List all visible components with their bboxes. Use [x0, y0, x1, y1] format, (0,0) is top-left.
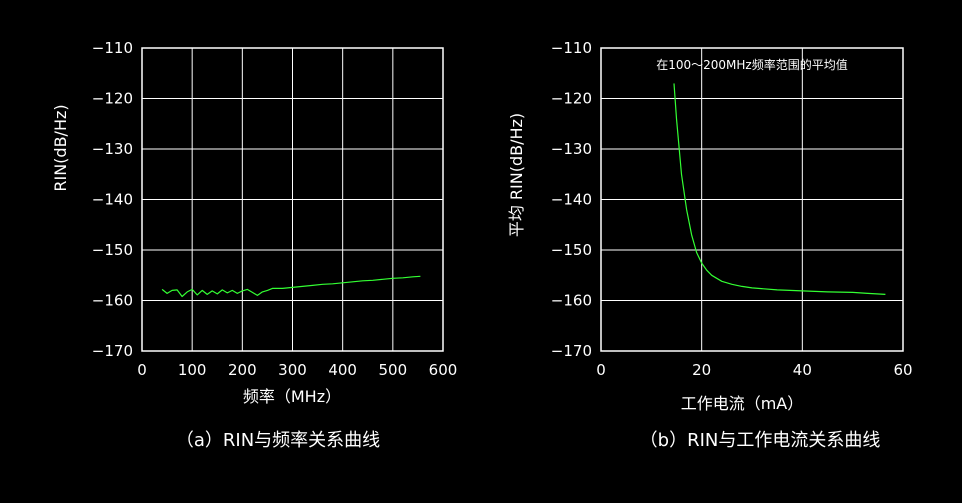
a-series-line: [161, 275, 421, 298]
chart-a-rin-vs-frequency: −110 −120 −130 −140 −150 −160 −170 0 100 200 300 4…: [51, 39, 457, 451]
a-plot-border: [141, 47, 444, 352]
b-ytick-label: −120: [551, 90, 592, 108]
b-xtick-label: 0: [596, 361, 606, 379]
a-ytick-label: −160: [92, 292, 133, 310]
b-series-line: [673, 83, 886, 295]
a-xtick-label: 200: [228, 361, 257, 379]
chart-b-grid: [601, 48, 903, 351]
a-xtick-label: 0: [137, 361, 147, 379]
a-ytick-label: −130: [92, 140, 133, 158]
b-ytick-label: −110: [551, 39, 592, 57]
chart-a-y-axis-label: RIN(dB/Hz): [51, 104, 70, 191]
chart-a-y-ticks: −110 −120 −130 −140 −150 −160 −170: [92, 39, 133, 360]
a-xtick-label: 500: [379, 361, 408, 379]
chart-a-x-ticks: 0 100 200 300 400 500 600: [137, 361, 457, 379]
b-xtick-label: 40: [793, 361, 812, 379]
a-xtick-label: 300: [278, 361, 307, 379]
chart-b-series: [673, 83, 886, 295]
chart-b-y-axis-label: 平均 RIN(dB/Hz): [507, 113, 526, 237]
a-xtick-label: 100: [178, 361, 207, 379]
chart-a-grid: [142, 48, 443, 351]
b-plot-border: [600, 47, 904, 352]
b-xtick-label: 60: [893, 361, 912, 379]
b-ytick-label: −140: [551, 191, 592, 209]
a-xtick-label: 400: [328, 361, 357, 379]
a-ytick-label: −170: [92, 342, 133, 360]
chart-b-caption: （b）RIN与工作电流关系曲线: [640, 430, 881, 451]
chart-b-x-ticks: 0 20 40 60: [596, 361, 912, 379]
b-ytick-label: −150: [551, 241, 592, 259]
chart-a-series: [161, 275, 421, 298]
a-ytick-label: −120: [92, 90, 133, 108]
chart-a-caption: （a）RIN与频率关系曲线: [176, 430, 380, 451]
b-ytick-label: −160: [551, 292, 592, 310]
chart-b-frame: [600, 47, 904, 352]
chart-b-y-ticks: −110 −120 −130 −140 −150 −160 −170: [551, 39, 592, 360]
chart-b-annotation: 在100～200MHz频率范围的平均值: [656, 57, 848, 72]
chart-b-x-axis-label: 工作电流（mA）: [681, 394, 804, 413]
b-xtick-label: 20: [692, 361, 711, 379]
a-ytick-label: −110: [92, 39, 133, 57]
chart-a-frame: [141, 47, 444, 352]
a-ytick-label: −140: [92, 191, 133, 209]
b-ytick-label: −130: [551, 140, 592, 158]
a-xtick-label: 600: [429, 361, 458, 379]
chart-a-x-axis-label: 频率（MHz）: [243, 387, 341, 406]
chart-b-rin-vs-current: −110 −120 −130 −140 −150 −160 −170 0 20 40 60 在10…: [507, 39, 913, 451]
a-ytick-label: −150: [92, 241, 133, 259]
b-ytick-label: −170: [551, 342, 592, 360]
